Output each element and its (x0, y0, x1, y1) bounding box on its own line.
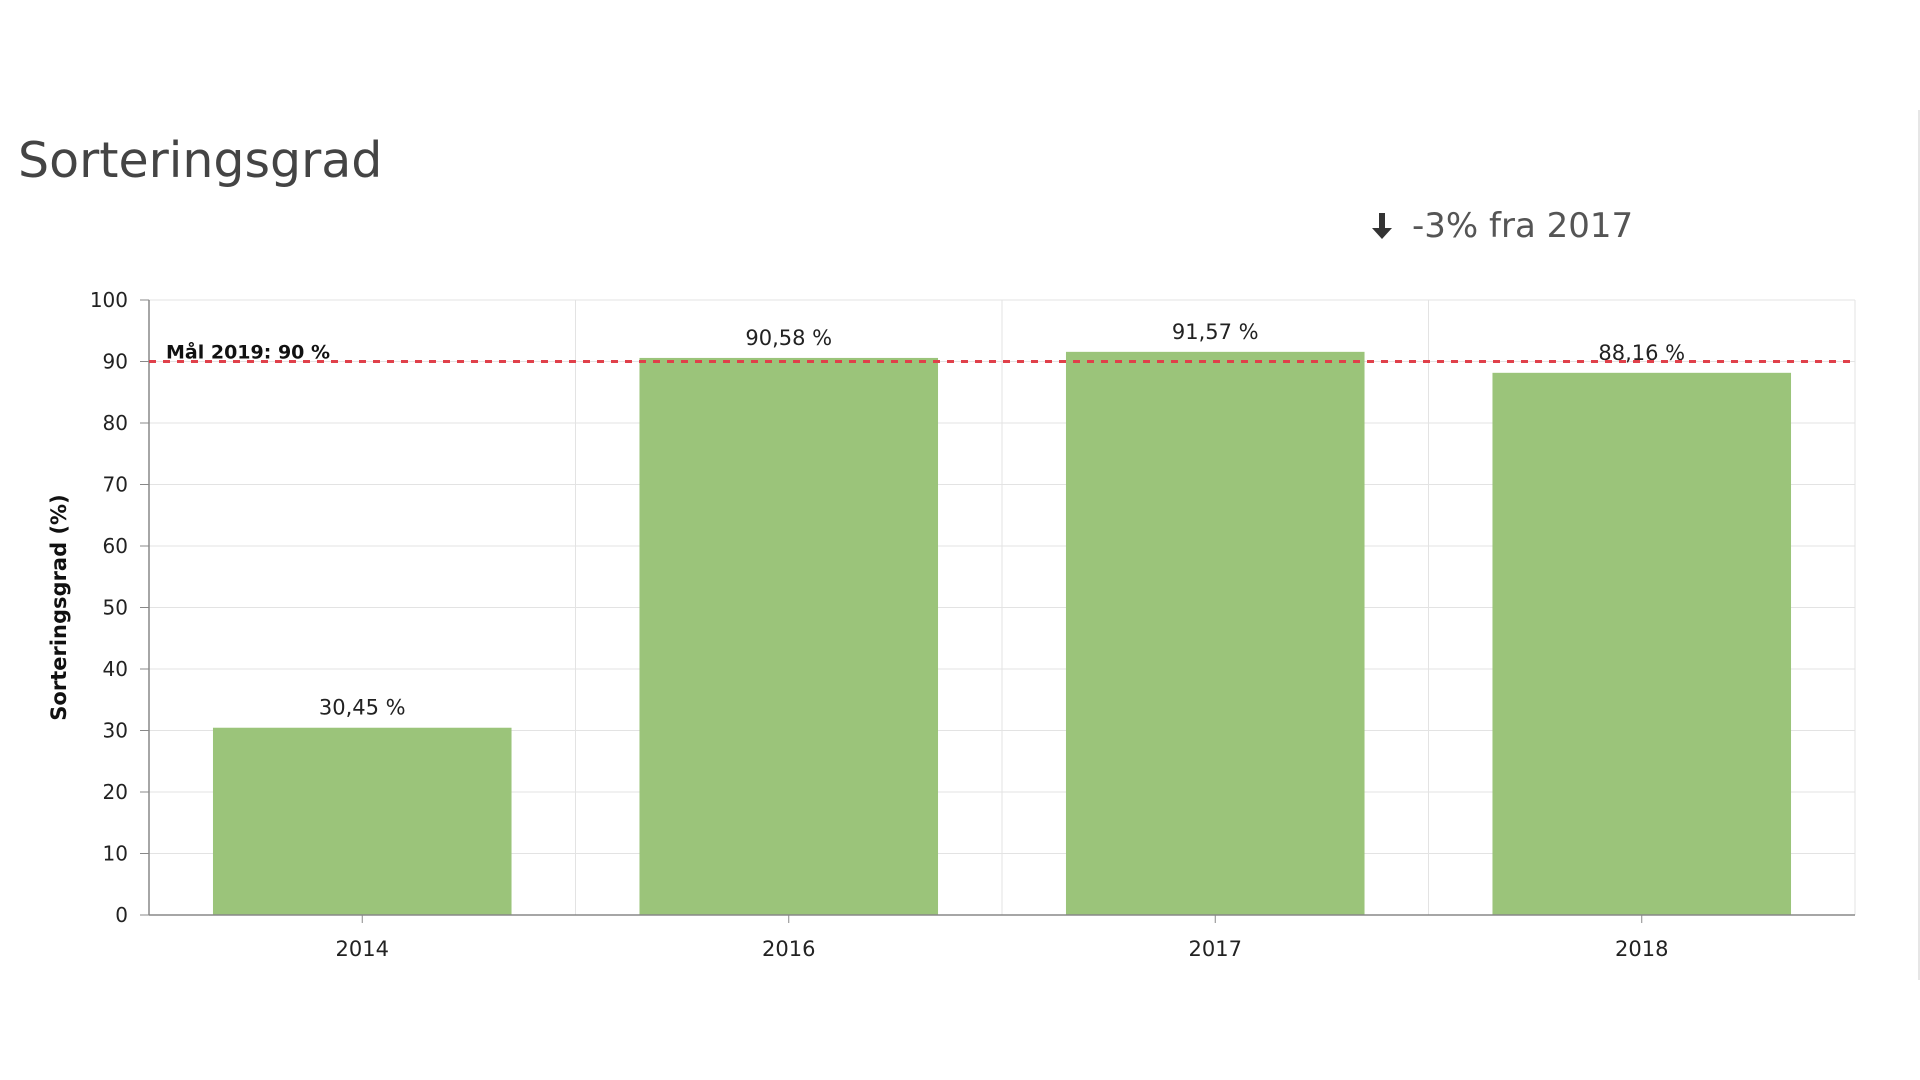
x-tick-label: 2017 (1189, 937, 1242, 961)
arrow-down-icon (1372, 213, 1392, 239)
y-tick-label: 50 (103, 596, 128, 620)
y-tick-label: 60 (103, 534, 128, 558)
trend-indicator: -3% fra 2017 (1368, 206, 1633, 246)
data-label: 30,45 % (319, 696, 406, 720)
y-tick-label: 30 (103, 719, 128, 743)
y-tick-label: 70 (103, 473, 128, 497)
y-tick-label: 40 (103, 657, 128, 681)
panel-title: Sorteringsgrad (18, 132, 383, 189)
x-tick-label: 2016 (762, 937, 815, 961)
bar-2014 (212, 727, 512, 915)
bar-2016 (639, 357, 939, 916)
bar-2018 (1492, 372, 1792, 915)
y-tick-label: 90 (103, 350, 128, 374)
target-label: Mål 2019: 90 % (166, 340, 330, 364)
y-tick-label: 80 (103, 411, 128, 435)
y-tick-label: 10 (103, 842, 128, 866)
y-tick-label: 100 (90, 288, 128, 312)
panel-border (1918, 110, 1920, 980)
data-label: 90,58 % (745, 326, 832, 350)
y-tick-label: 0 (115, 903, 128, 927)
y-tick-label: 20 (103, 780, 128, 804)
data-label: 91,57 % (1172, 320, 1259, 344)
x-tick-label: 2018 (1615, 937, 1668, 961)
data-label: 88,16 % (1598, 341, 1685, 365)
bar-2017 (1065, 351, 1365, 916)
x-tick-label: 2014 (336, 937, 389, 961)
y-axis-title: Sorteringsgrad (%) (47, 494, 71, 720)
trend-text: -3% fra 2017 (1412, 206, 1634, 246)
